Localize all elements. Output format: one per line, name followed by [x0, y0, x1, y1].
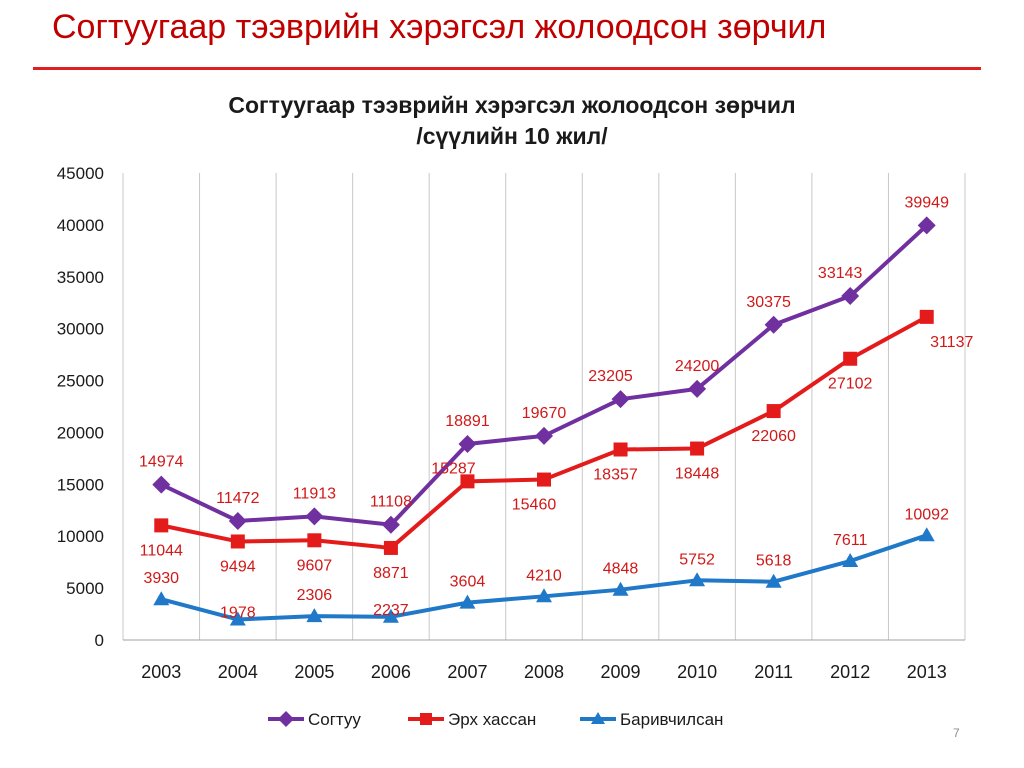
data-point-square: [154, 518, 169, 533]
chart-title: Согтуугаар тээврийн хэрэгсэл жолоодсон з…: [228, 92, 795, 118]
data-label: 33143: [818, 265, 863, 282]
x-tick-label: 2007: [447, 662, 487, 682]
data-label: 3930: [143, 570, 179, 587]
x-tick-label: 2009: [601, 662, 641, 682]
data-label: 24200: [675, 358, 720, 375]
data-point-triangle: [306, 608, 323, 623]
data-point-triangle: [536, 588, 552, 603]
data-point-triangle: [918, 527, 935, 542]
data-label: 1978: [220, 604, 256, 621]
data-point-square: [690, 441, 705, 456]
y-tick-label: 10000: [57, 527, 104, 546]
title-divider: [33, 67, 981, 70]
data-label: 2306: [297, 587, 333, 604]
x-tick-label: 2006: [371, 662, 411, 682]
data-point-triangle: [229, 611, 246, 626]
data-point-diamond: [841, 287, 860, 306]
data-label: 18448: [675, 466, 720, 483]
data-label: 9494: [220, 558, 256, 575]
x-tick-label: 2011: [754, 662, 793, 682]
data-label: 11913: [293, 485, 336, 502]
data-point-diamond: [535, 426, 553, 445]
data-label: 8871: [373, 565, 409, 582]
data-point-square: [613, 442, 628, 457]
data-point-triangle: [382, 608, 399, 623]
data-point-triangle: [153, 591, 170, 606]
data-point-square: [766, 404, 781, 419]
data-label: 5752: [679, 551, 715, 568]
page-number: 7: [953, 726, 960, 740]
data-point-diamond: [228, 511, 247, 530]
data-point-diamond: [611, 390, 630, 409]
y-tick-label: 45000: [57, 164, 104, 183]
legend-marker-diamond: [278, 711, 294, 727]
data-point-square: [843, 351, 858, 366]
data-point-diamond: [688, 379, 707, 398]
data-point-triangle: [459, 594, 476, 609]
data-label: 9607: [297, 557, 333, 574]
legend-label: Согтуу: [308, 710, 361, 729]
data-label: 3604: [450, 574, 486, 591]
data-point-square: [230, 534, 245, 549]
legend-marker-square: [420, 713, 432, 725]
data-point-square: [460, 474, 475, 489]
data-point-diamond: [305, 507, 324, 526]
data-label: 30375: [746, 294, 791, 311]
y-tick-label: 35000: [57, 268, 104, 287]
data-label: 18357: [593, 466, 638, 483]
y-tick-label: 5000: [66, 579, 104, 598]
data-label: 11044: [140, 542, 183, 559]
y-tick-label: 15000: [57, 475, 104, 494]
data-point-triangle: [612, 581, 629, 596]
y-tick-label: 30000: [57, 320, 104, 339]
data-label: 22060: [751, 428, 796, 445]
data-label: 14974: [139, 454, 184, 471]
y-tick-label: 25000: [57, 372, 104, 391]
data-label: 5618: [756, 553, 792, 570]
data-label: 7611: [833, 532, 868, 549]
data-label: 23205: [588, 368, 633, 385]
x-tick-label: 2008: [524, 662, 564, 682]
data-label: 15287: [431, 460, 476, 477]
data-label: 31137: [930, 334, 973, 351]
data-point-square: [307, 533, 322, 548]
data-point-diamond: [152, 475, 171, 494]
data-label: 27102: [828, 376, 873, 393]
x-tick-label: 2005: [294, 662, 334, 682]
x-tick-label: 2013: [907, 662, 947, 682]
y-tick-label: 20000: [57, 423, 104, 442]
data-label: 39949: [904, 194, 949, 211]
data-point-diamond: [764, 315, 783, 334]
y-tick-label: 0: [95, 631, 104, 650]
data-point-square: [383, 540, 398, 555]
data-label: 18891: [445, 413, 490, 430]
legend-label: Эрх хассан: [448, 710, 536, 729]
data-label: 11108: [370, 494, 412, 511]
data-point-diamond: [917, 216, 936, 235]
data-label: 19670: [522, 405, 567, 422]
chart-subtitle: /сүүлийн 10 жил/: [416, 123, 608, 149]
data-point-triangle: [689, 572, 706, 587]
data-label: 4848: [603, 561, 639, 578]
slide-title: Согтуугаар тээврийн хэрэгсэл жолоодсон з…: [52, 8, 827, 46]
data-point-diamond: [458, 434, 477, 453]
data-point-square: [537, 472, 551, 487]
legend-label: Баривчилсан: [620, 710, 723, 729]
data-label: 2237: [373, 602, 409, 619]
data-point-triangle: [842, 553, 859, 568]
data-label: 15460: [512, 497, 557, 514]
x-tick-label: 2012: [830, 662, 870, 682]
x-tick-label: 2010: [677, 662, 717, 682]
data-label: 11472: [216, 490, 259, 507]
data-label: 4210: [526, 567, 562, 584]
y-tick-label: 40000: [57, 216, 104, 235]
data-point-square: [919, 309, 934, 324]
legend-marker-triangle: [591, 712, 605, 724]
x-tick-label: 2003: [141, 662, 181, 682]
data-point-triangle: [765, 573, 782, 588]
data-label: 10092: [904, 506, 949, 523]
x-tick-label: 2004: [218, 662, 258, 682]
data-point-diamond: [381, 515, 400, 534]
